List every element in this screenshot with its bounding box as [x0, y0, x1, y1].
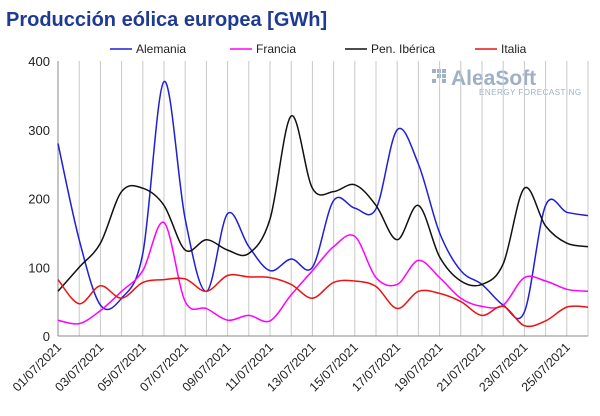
- series-line-italia: [57, 273, 589, 328]
- watermark-tagline: ENERGY FORECASTING: [479, 88, 582, 97]
- y-tick-label: 0: [43, 329, 50, 344]
- series-lines: [57, 80, 589, 328]
- series-line-pen-iberica: [57, 115, 589, 292]
- y-tick-labels: 0 100 200 300 400: [28, 54, 50, 344]
- legend-label: Pen. Ibérica: [371, 42, 435, 56]
- y-tick-label: 400: [28, 54, 50, 69]
- legend-label: Alemania: [136, 42, 186, 56]
- y-tick-label: 300: [28, 123, 50, 138]
- legend-label: Italia: [501, 42, 527, 56]
- chart-title: Producción eólica europea [GWh]: [6, 9, 327, 31]
- axes: [57, 61, 588, 337]
- series-line-alemania: [57, 80, 589, 320]
- aleasoft-logo-icon: [432, 69, 446, 83]
- watermark-brand: AleaSoft: [451, 67, 536, 90]
- y-tick-label: 100: [28, 260, 50, 275]
- grid: [78, 61, 589, 336]
- aleasoft-watermark: AleaSoft ENERGY FORECASTING: [432, 67, 582, 97]
- y-tick-label: 200: [28, 192, 50, 207]
- legend-label: Francia: [256, 42, 296, 56]
- x-tick-labels: 01/07/202103/07/202105/07/202107/07/2021…: [10, 340, 573, 394]
- legend: Alemania Francia Pen. Ibérica Italia: [110, 42, 527, 56]
